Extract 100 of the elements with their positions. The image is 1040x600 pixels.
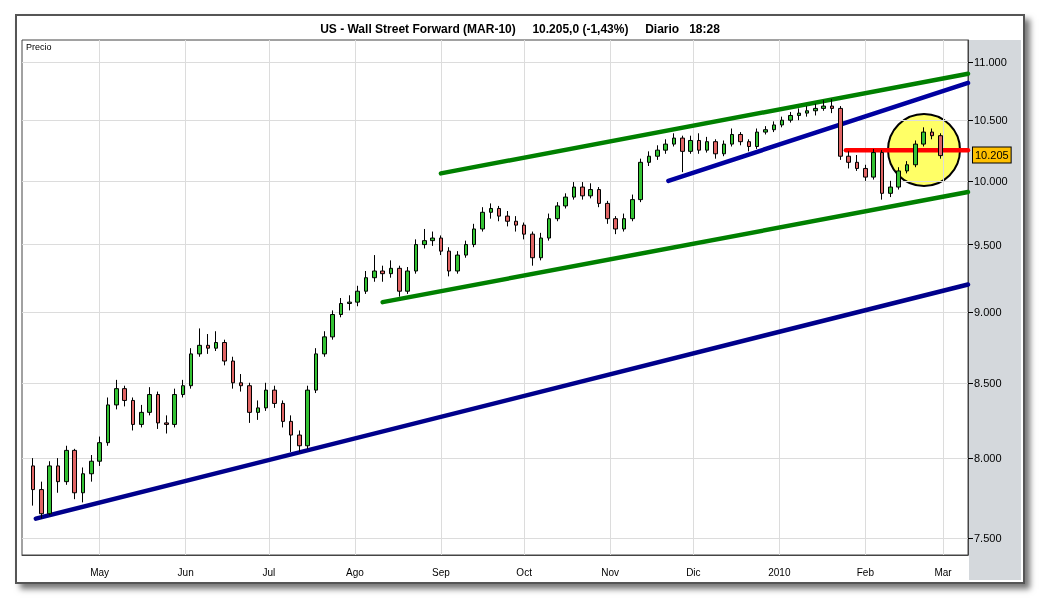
candlestick [489, 202, 493, 220]
candlestick [264, 382, 268, 412]
x-tick-label: Feb [856, 566, 875, 578]
candlestick [430, 231, 435, 247]
candlestick [114, 379, 119, 410]
candlestick [930, 128, 934, 140]
x-tick-label: Nov [601, 566, 620, 578]
candlestick [613, 215, 618, 235]
candlestick [688, 135, 693, 155]
candlestick [231, 356, 235, 390]
chart-title: US - Wall Street Forward (MAR-10) 10.205,0 (-1,43%) Diario 18:28 [320, 22, 721, 36]
candlestick [72, 448, 77, 500]
candlestick [572, 181, 576, 201]
candlestick [563, 192, 568, 209]
candlestick [405, 266, 410, 295]
x-tick-label: Sep [432, 566, 451, 578]
candlestick [788, 111, 793, 124]
candlestick [522, 222, 526, 240]
x-tick-label: Ago [346, 566, 365, 578]
candlestick [863, 164, 868, 182]
candlestick [705, 136, 709, 154]
candlestick [305, 385, 310, 450]
candlestick [780, 116, 784, 128]
candlestick [181, 379, 185, 398]
candlestick [813, 103, 818, 116]
candlestick [838, 105, 843, 161]
candlestick [39, 481, 44, 520]
y-tick-label: 10.000 [974, 174, 1008, 187]
candlestick [347, 294, 352, 311]
candlestick [222, 339, 227, 366]
candlestick [164, 414, 169, 435]
candlestick [472, 223, 476, 248]
x-tick-label: 2010 [768, 566, 791, 578]
candlestick [647, 150, 651, 167]
candlestick [921, 126, 926, 148]
candlestick [846, 150, 851, 169]
candlestick [805, 105, 809, 118]
candlestick [772, 120, 776, 133]
x-tick-label: Jun [177, 566, 194, 578]
candlestick [189, 347, 193, 390]
candlestick [139, 404, 144, 428]
candlestick [514, 215, 518, 233]
candlestick [672, 132, 676, 148]
candlestick [530, 231, 535, 267]
candlestick [497, 205, 501, 222]
candlestick [289, 414, 293, 453]
candlestick [97, 436, 102, 467]
candlestick [372, 254, 377, 283]
candlestick [680, 135, 685, 173]
y-tick-label: 11.000 [974, 56, 1007, 69]
candlestick [389, 259, 393, 279]
candlestick [464, 240, 468, 259]
y-tick-label: 7.500 [974, 532, 1002, 545]
y-tick-label: 9.000 [974, 305, 1002, 318]
candlestick [364, 270, 368, 295]
candlestick [281, 399, 285, 428]
candlestick [439, 234, 443, 256]
candlestick [755, 128, 759, 150]
candlestick [880, 149, 884, 201]
candlestick [239, 373, 243, 393]
candlestick [122, 385, 127, 407]
candlestick [697, 132, 701, 155]
candlestick [355, 285, 360, 307]
candlestick [247, 382, 252, 424]
candlestick [56, 457, 60, 494]
x-tick-label: Oct [516, 566, 533, 578]
candlestick [539, 232, 543, 261]
candlestick [106, 396, 110, 447]
candlestick [131, 396, 135, 431]
text: 10.205 [975, 149, 1009, 162]
candlestick [763, 125, 768, 135]
candlestick [622, 213, 626, 233]
candlestick [214, 330, 218, 352]
y-tick-label: 8.500 [974, 376, 1002, 389]
candlestick [722, 139, 726, 157]
candlestick [480, 206, 485, 233]
x-tick-label: Mar [934, 566, 953, 578]
candlestick [314, 347, 318, 394]
candlestick [339, 297, 343, 318]
candlestick [913, 139, 918, 168]
candlestick [738, 131, 743, 146]
candlestick [855, 154, 859, 172]
candlestick [81, 466, 85, 503]
y-tick-label: 9.500 [974, 238, 1002, 251]
candlestick [147, 386, 152, 416]
candlestick [455, 250, 460, 275]
candlestick [64, 445, 69, 486]
candlestick [638, 158, 643, 203]
candlestick [297, 429, 302, 453]
y-tick-label: 10.500 [974, 114, 1008, 127]
candlestick [322, 330, 327, 358]
candlestick [905, 160, 909, 174]
y-tick-label: 8.000 [974, 452, 1002, 465]
candlestick [896, 166, 901, 191]
candlestick [663, 138, 668, 155]
candlestick [505, 210, 510, 227]
candlestick [938, 132, 943, 160]
candlestick [655, 144, 660, 161]
candlestick [330, 309, 335, 341]
candlestick [747, 138, 751, 152]
